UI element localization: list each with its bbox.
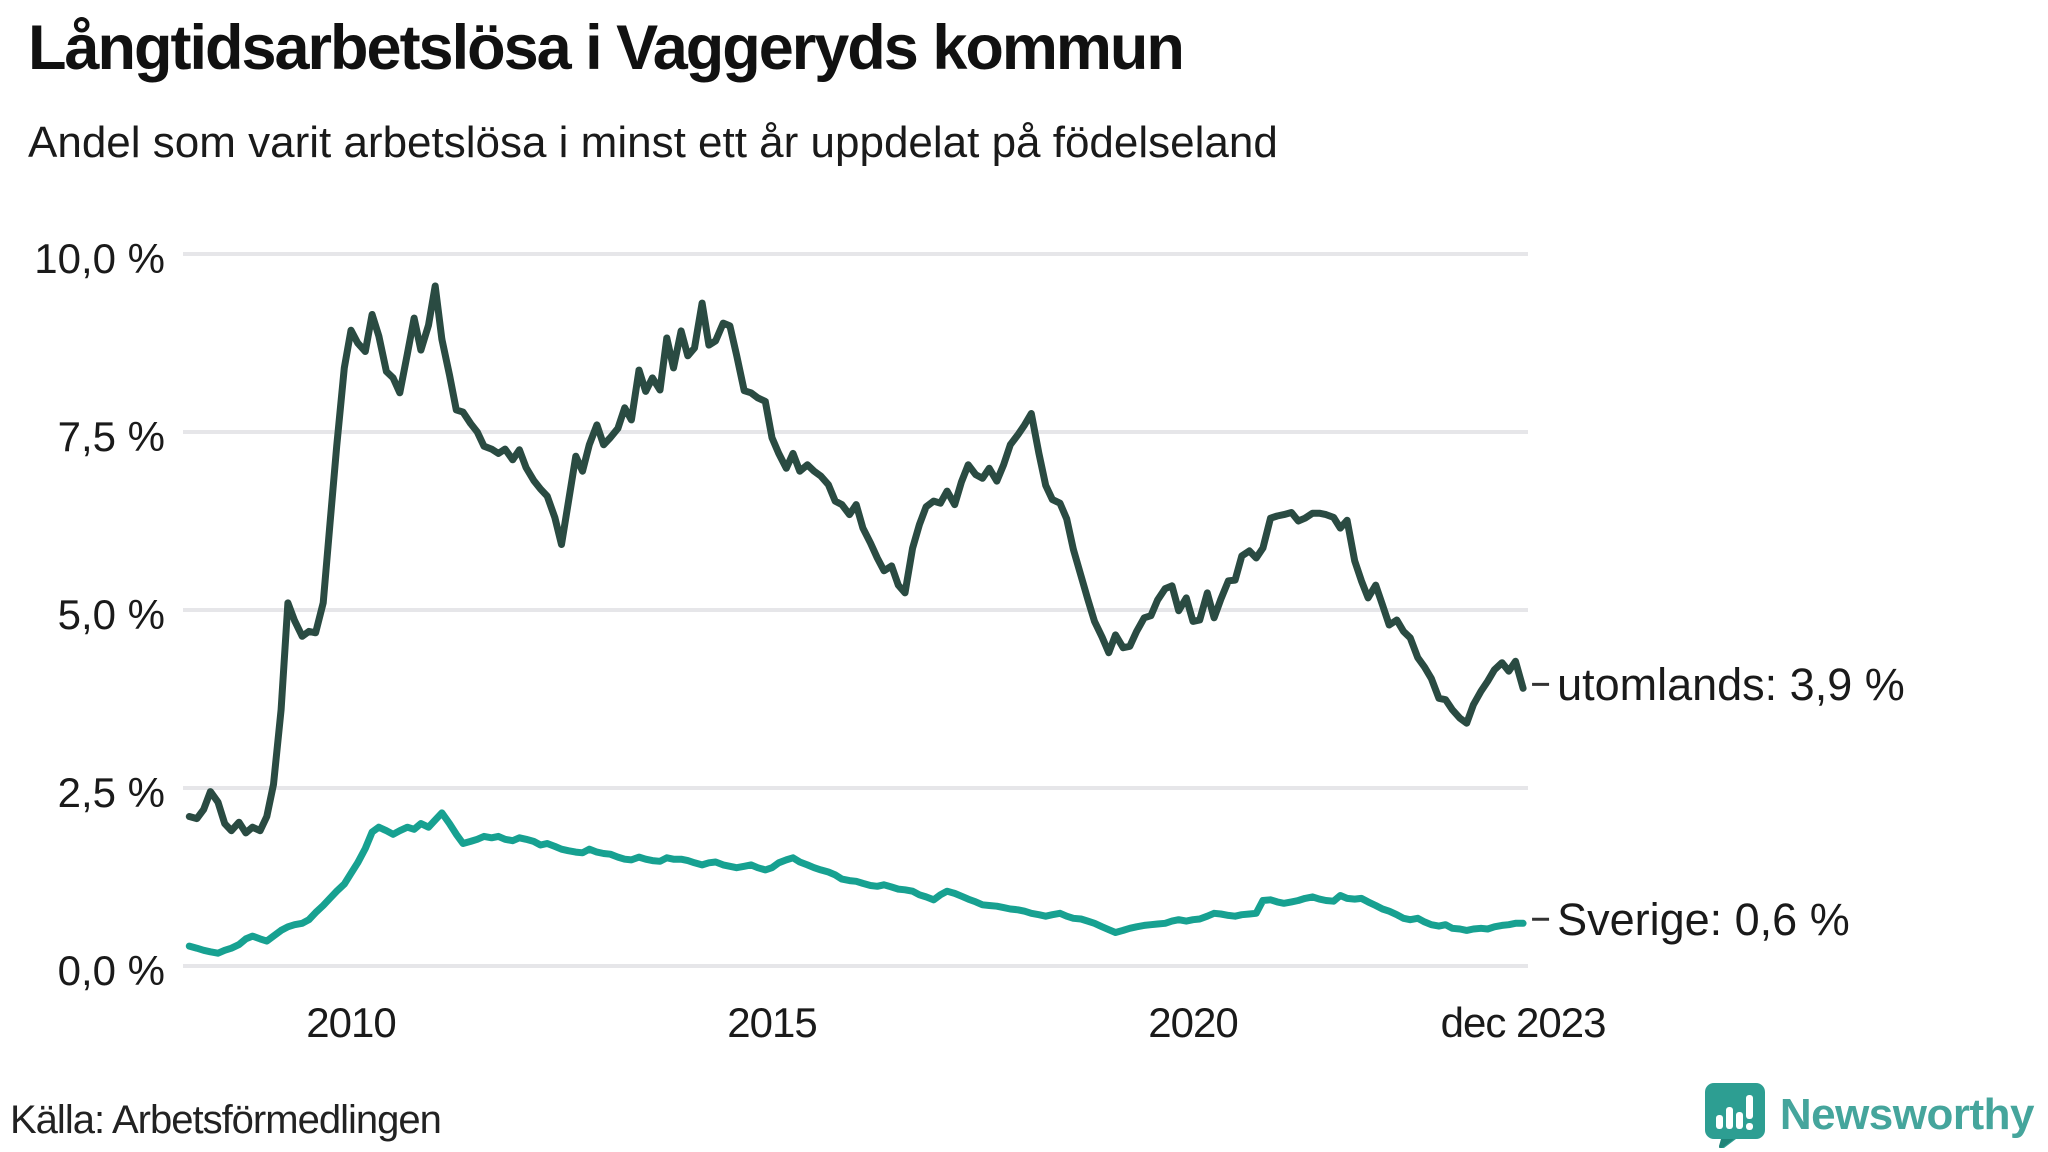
- page-title: Långtidsarbetslösa i Vaggeryds kommun: [28, 13, 1185, 83]
- newsworthy-logo-icon: [1704, 1083, 1765, 1148]
- page-subtitle: Andel som varit arbetslösa i minst ett å…: [28, 118, 1278, 167]
- barchart-glyph: [1715, 1095, 1753, 1130]
- y-axis-tick-label: 5,0 %: [57, 591, 165, 638]
- x-axis-tick-label: 2020: [1148, 999, 1238, 1046]
- y-axis-tick-label: 0,0 %: [57, 947, 165, 994]
- newsworthy-logo-text: Newsworthy: [1779, 1090, 2035, 1139]
- newsworthy-branding: Newsworthy: [1704, 1082, 2035, 1148]
- series-end-label-Sverige: Sverige: 0,6 %: [1557, 894, 1850, 946]
- x-axis-tick-label: 2015: [727, 999, 817, 1046]
- series-line-utomlands: [185, 282, 1527, 837]
- y-axis-tick-label: 7,5 %: [57, 413, 165, 460]
- series-line-Sverige: [185, 809, 1527, 957]
- source-note: Källa: Arbetsförmedlingen: [10, 1098, 442, 1142]
- y-axis-tick-label: 10,0 %: [34, 235, 165, 282]
- series-end-label-utomlands: utomlands: 3,9 %: [1557, 659, 1905, 711]
- x-axis-tick-label: dec 2023: [1440, 999, 1607, 1046]
- y-axis-tick-label: 2,5 %: [57, 769, 165, 816]
- x-axis-tick-label: 2010: [306, 999, 396, 1046]
